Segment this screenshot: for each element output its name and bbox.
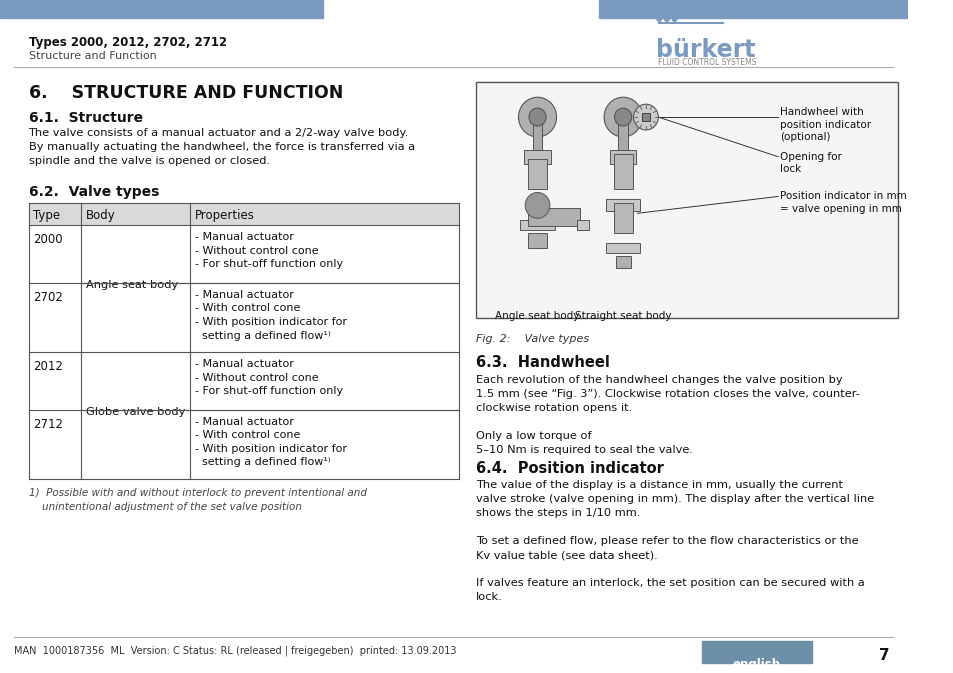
Text: Straight seat body: Straight seat body (575, 310, 671, 320)
Text: Globe valve body: Globe valve body (86, 406, 185, 417)
Text: The valve consists of a manual actuator and a 2/2-way valve body.
By manually ac: The valve consists of a manual actuator … (29, 128, 415, 166)
Text: Each revolution of the handwheel changes the valve position by
1.5 mm (see “Fig.: Each revolution of the handwheel changes… (476, 375, 859, 455)
Bar (598, 0, 906, 18)
Circle shape (664, 16, 669, 22)
Bar (527, 159, 546, 188)
Bar (577, 220, 588, 230)
Text: 2000: 2000 (33, 233, 63, 246)
Bar (701, 641, 811, 663)
Circle shape (672, 16, 677, 22)
Bar (605, 243, 639, 253)
Bar (605, 199, 639, 211)
Text: 6.4.  Position indicator: 6.4. Position indicator (476, 461, 663, 476)
Bar (29, 203, 458, 225)
Text: 6.    STRUCTURE AND FUNCTION: 6. STRUCTURE AND FUNCTION (29, 84, 342, 102)
Text: Fig. 2:    Valve types: Fig. 2: Valve types (476, 334, 588, 345)
Circle shape (657, 16, 661, 22)
Bar (613, 203, 632, 233)
Text: MAN  1000187356  ML  Version: C Status: RL (released | freigegeben)  printed: 13: MAN 1000187356 ML Version: C Status: RL … (14, 646, 456, 656)
Text: - Manual actuator
- Without control cone
- For shut-off function only: - Manual actuator - Without control cone… (194, 232, 343, 269)
Text: FLUID CONTROL SYSTEMS: FLUID CONTROL SYSTEMS (658, 58, 756, 67)
Text: english: english (732, 658, 781, 671)
Text: The value of the display is a distance in mm, usually the current
valve stroke (: The value of the display is a distance i… (476, 481, 873, 602)
Circle shape (633, 104, 658, 130)
Text: Type: Type (33, 209, 60, 222)
Text: 6.3.  Handwheel: 6.3. Handwheel (476, 355, 609, 370)
Text: Angle seat body: Angle seat body (86, 280, 177, 290)
Text: 6.2.  Valve types: 6.2. Valve types (29, 184, 159, 199)
Bar (609, 150, 636, 164)
Bar (476, 82, 897, 318)
Text: Position indicator in mm
= valve opening in mm: Position indicator in mm = valve opening… (780, 192, 906, 214)
Text: Properties: Properties (194, 209, 254, 222)
Text: 6.1.  Structure: 6.1. Structure (29, 111, 143, 125)
Text: 2702: 2702 (33, 291, 63, 304)
Text: bürkert: bürkert (656, 38, 755, 62)
Text: 1)  Possible with and without interlock to prevent intentional and
    unintenti: 1) Possible with and without interlock t… (29, 488, 366, 512)
Text: Handwheel with
position indicator
(optional): Handwheel with position indicator (optio… (780, 107, 870, 142)
Bar (641, 113, 649, 121)
Text: 2012: 2012 (33, 360, 63, 373)
Text: 2712: 2712 (33, 418, 63, 431)
Bar (519, 220, 554, 230)
Circle shape (603, 97, 641, 137)
Bar (0, 0, 323, 18)
Text: - Manual actuator
- With control cone
- With position indicator for
  setting a : - Manual actuator - With control cone - … (194, 417, 347, 468)
Circle shape (517, 97, 556, 137)
Text: - Manual actuator
- Without control cone
- For shut-off function only: - Manual actuator - Without control cone… (194, 359, 343, 396)
Text: Types 2000, 2012, 2702, 2712: Types 2000, 2012, 2702, 2712 (29, 36, 227, 48)
Text: Structure and Function: Structure and Function (29, 50, 156, 61)
Bar (615, 256, 630, 268)
Bar (613, 153, 632, 188)
Bar (532, 117, 541, 153)
Text: Angle seat body: Angle seat body (495, 310, 579, 320)
Bar (527, 233, 546, 248)
Circle shape (528, 108, 545, 126)
Text: 7: 7 (878, 648, 888, 663)
Text: Body: Body (86, 209, 115, 222)
Circle shape (524, 192, 549, 218)
Bar (523, 150, 550, 164)
Text: - Manual actuator
- With control cone
- With position indicator for
  setting a : - Manual actuator - With control cone - … (194, 289, 347, 341)
Text: Opening for
lock: Opening for lock (780, 152, 841, 174)
Bar (618, 117, 627, 153)
Circle shape (614, 108, 631, 126)
Bar (527, 209, 579, 226)
